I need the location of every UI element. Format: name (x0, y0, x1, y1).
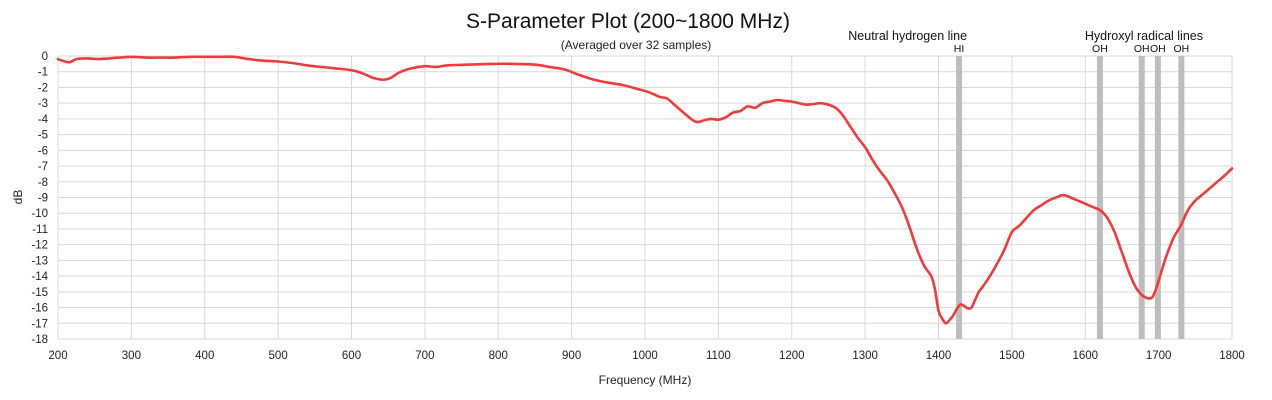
y-tick-label: -10 (31, 208, 48, 220)
y-tick-label: -18 (31, 334, 48, 346)
y-tick-label: -14 (31, 271, 48, 283)
y-axis-label: dB (11, 190, 25, 205)
x-tick-label: 1700 (1146, 350, 1172, 362)
x-tick-label: 1400 (926, 350, 952, 362)
y-tick-label: -1 (38, 67, 48, 79)
x-tick-label: 200 (48, 350, 67, 362)
annotation-band (1096, 56, 1103, 339)
tick-labels: 0 -1 -2 -3 -4 -5 -6 -7 -8 -9 -10 -11 -12 -13 -14 -15 -16… (31, 51, 1244, 362)
x-tick-label: 1200 (779, 350, 805, 362)
x-tick-label: 1600 (1072, 350, 1098, 362)
series-line (56, 55, 1234, 325)
x-tick-label: 1500 (999, 350, 1025, 362)
y-tick-label: -2 (38, 82, 48, 94)
grid-layer (57, 55, 1233, 340)
annotation-group-label: Neutral hydrogen line (848, 29, 967, 43)
annotation-group-label: Hydroxyl radical lines (1085, 29, 1203, 43)
y-tick-label: -7 (38, 161, 48, 173)
x-tick-label: 1800 (1219, 350, 1245, 362)
y-tick-label: -17 (31, 318, 48, 330)
annotation-bands (956, 56, 1185, 339)
chart-title: S-Parameter Plot (200~1800 MHz) (466, 10, 790, 33)
x-tick-label: 1300 (852, 350, 878, 362)
y-tick-label: -16 (31, 303, 48, 315)
x-tick-label: 800 (489, 350, 508, 362)
x-tick-label: 1100 (706, 350, 731, 362)
y-tick-label: -12 (31, 240, 48, 252)
x-tick-label: 1000 (632, 350, 658, 362)
x-tick-label: 700 (415, 350, 434, 362)
annotation-band (1178, 56, 1185, 339)
y-tick-label: -6 (38, 145, 48, 157)
x-tick-label: 600 (342, 350, 361, 362)
annotation-band (1154, 56, 1161, 339)
annotation-line-label: OH (1134, 43, 1150, 55)
chart-subtitle: (Averaged over 32 samples) (561, 38, 712, 52)
y-tick-label: -13 (31, 255, 48, 267)
y-tick-label: -8 (38, 177, 48, 189)
y-tick-label: -5 (38, 130, 48, 142)
annotation-line-label: OH (1092, 43, 1108, 55)
y-tick-label: 0 (42, 51, 48, 63)
y-tick-label: -3 (38, 98, 48, 110)
x-tick-label: 500 (269, 350, 288, 362)
x-tick-label: 400 (195, 350, 214, 362)
y-tick-label: -4 (38, 114, 49, 126)
y-tick-label: -9 (38, 193, 48, 205)
series-layer (56, 55, 1234, 325)
annotation-line-label: OH (1150, 43, 1166, 55)
x-axis-label: Frequency (MHz) (599, 373, 692, 387)
annotation-line-label: HI (954, 43, 965, 55)
x-tick-label: 300 (122, 350, 141, 362)
annotation-line-label: OH (1173, 43, 1189, 55)
annotation-band (956, 56, 963, 339)
x-tick-label: 900 (562, 350, 581, 362)
annotation-band (1138, 56, 1145, 339)
y-tick-label: -11 (32, 224, 48, 236)
y-tick-label: -15 (31, 287, 48, 299)
